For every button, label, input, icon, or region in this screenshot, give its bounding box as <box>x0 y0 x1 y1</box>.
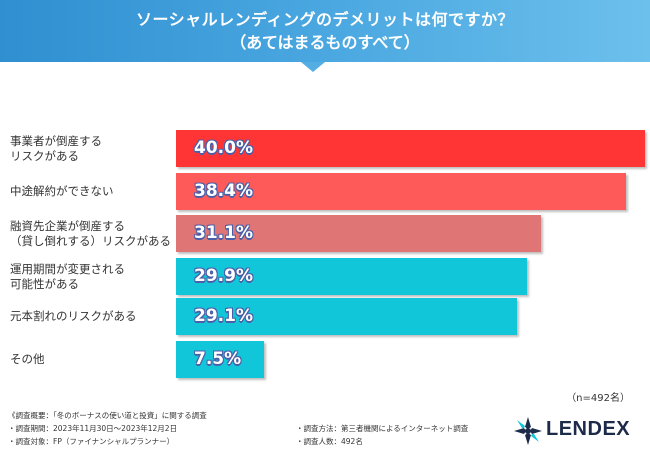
category-label-line: 可能性がある <box>10 276 79 291</box>
category-label-5: 元本割れのリスクがある <box>10 309 137 324</box>
value-label-4: 29.9% <box>194 266 253 286</box>
lendex-star-icon <box>514 417 542 445</box>
category-label-6: その他 <box>10 352 45 367</box>
survey-method: ・調査方法：第三者機関によるインターネット調査 <box>296 424 469 433</box>
category-label-line: 運用期間が変更される <box>10 261 125 276</box>
category-label-2: 中途解約ができない <box>10 184 114 199</box>
bar-4 <box>176 258 527 295</box>
survey-overview: 《調査概要：「冬のボーナスの使い道と投資」に関する調査 <box>8 411 207 420</box>
category-label-line: 融資先企業が倒産する <box>10 218 125 233</box>
category-label-3: 融資先企業が倒産する （貸し倒れする）リスクがある <box>10 219 171 249</box>
bar-6 <box>176 341 264 378</box>
survey-period: ・調査期間：2023年11月30日～2023年12月2日 <box>8 424 178 433</box>
lendex-logo-text: LENDEX <box>546 418 631 440</box>
bar-1 <box>176 130 645 167</box>
bar-2 <box>176 173 626 210</box>
survey-target: ・調査対象：FP（ファイナンシャルプランナー） <box>8 437 175 446</box>
banner-pointer <box>301 62 325 72</box>
sample-size-note: （n=492名） <box>566 393 630 404</box>
category-label-line: 事業者が倒産する <box>10 133 102 148</box>
chart-title-line1: ソーシャルレンディングのデメリットは何ですか？ <box>135 10 515 29</box>
category-label-line: （貸し倒れする）リスクがある <box>10 233 171 248</box>
category-label-line: その他 <box>10 352 45 366</box>
category-label-line: 元本割れのリスクがある <box>10 309 137 323</box>
value-label-3: 31.1% <box>194 223 253 243</box>
bar-3 <box>176 215 541 252</box>
category-label-1: 事業者が倒産する リスクがある <box>10 134 102 164</box>
category-label-4: 運用期間が変更される 可能性がある <box>10 262 125 292</box>
value-label-5: 29.1% <box>194 306 253 326</box>
chart-title-banner: ソーシャルレンディングのデメリットは何ですか？ （あてはまるものすべて） <box>0 0 650 62</box>
category-label-line: リスクがある <box>10 148 79 163</box>
value-label-1: 40.0% <box>194 138 253 158</box>
value-label-2: 38.4% <box>194 181 253 201</box>
survey-count: ・調査人数：492名 <box>296 437 363 446</box>
value-label-6: 7.5% <box>194 349 242 369</box>
category-label-line: 中途解約ができない <box>10 184 114 198</box>
bar-5 <box>176 298 517 335</box>
chart-title-line2: （あてはまるものすべて） <box>230 33 420 52</box>
